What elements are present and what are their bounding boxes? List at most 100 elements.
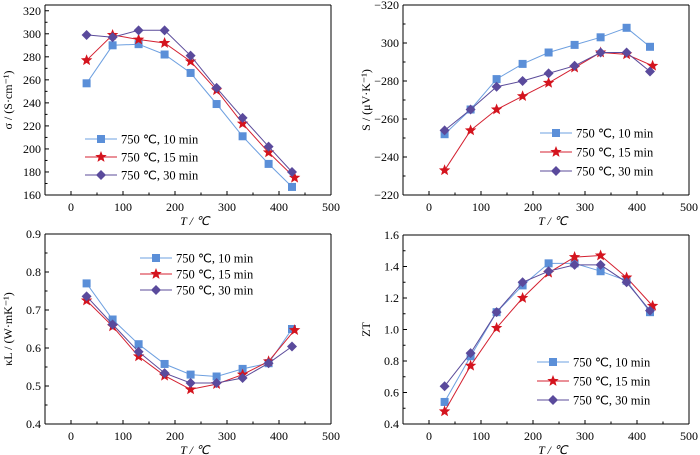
x-tick-label: 200 xyxy=(524,429,542,443)
y-tick-label: 0.8 xyxy=(26,265,41,279)
data-point xyxy=(595,47,606,58)
data-point xyxy=(491,81,502,92)
data-point xyxy=(621,277,632,288)
legend-label: 750 ℃, 10 min xyxy=(176,252,254,266)
legend-entry: 750 ℃, 15 min xyxy=(140,268,254,282)
data-point xyxy=(645,305,655,316)
x-tick-label: 500 xyxy=(680,200,698,214)
data-point xyxy=(107,319,118,330)
y-tick-label: 200 xyxy=(23,142,41,156)
series-2 xyxy=(80,28,301,183)
data-point xyxy=(490,103,503,115)
legend-marker xyxy=(551,166,561,176)
data-point xyxy=(542,76,555,88)
x-tick-label: 0 xyxy=(68,429,74,443)
data-point xyxy=(108,41,117,50)
x-tick-label: 0 xyxy=(426,200,432,214)
data-point xyxy=(517,76,528,86)
data-point xyxy=(596,267,605,276)
data-point xyxy=(237,112,248,123)
data-point xyxy=(160,359,169,368)
data-point xyxy=(440,397,449,406)
data-point xyxy=(236,117,249,129)
data-point xyxy=(264,159,273,168)
y-tick-label: 260 xyxy=(23,73,41,87)
x-tick-label: 0 xyxy=(426,429,432,443)
x-tick-label: 200 xyxy=(166,200,184,214)
x-tick-label: 200 xyxy=(166,429,184,443)
y-tick-label: 320 xyxy=(23,4,41,18)
data-point xyxy=(491,307,502,318)
series-3 xyxy=(81,25,297,177)
data-point xyxy=(288,182,296,191)
legend-label: 750 ℃, 30 min xyxy=(576,165,654,179)
y-tick-label: 280 xyxy=(23,50,41,64)
y-tick-label: 0.4 xyxy=(26,417,41,431)
legend-entry: 750 ℃, 10 min xyxy=(85,133,199,147)
data-point xyxy=(621,47,632,58)
x-tick-label: 300 xyxy=(218,200,236,214)
x-tick-label: 0 xyxy=(68,200,74,214)
data-point xyxy=(212,100,221,109)
data-point xyxy=(263,141,274,152)
x-tick-label: 400 xyxy=(270,429,288,443)
data-point xyxy=(543,68,554,79)
legend-marker xyxy=(97,135,105,143)
x-tick-label: 100 xyxy=(114,429,132,443)
legend-entry: 750 ℃, 30 min xyxy=(537,394,651,408)
y-tick-label: −260 xyxy=(374,112,399,126)
x-axis-label: T / ℃ xyxy=(538,214,569,228)
data-point xyxy=(544,48,553,57)
x-tick-label: 500 xyxy=(322,200,340,214)
x-tick-label: 400 xyxy=(628,429,646,443)
data-point xyxy=(185,50,196,61)
data-point xyxy=(594,249,607,261)
data-point xyxy=(186,68,195,77)
y-axis-label: ZT xyxy=(359,322,373,337)
legend-marker xyxy=(96,170,106,180)
data-point xyxy=(492,75,501,84)
data-point xyxy=(595,259,606,270)
x-tick-label: 300 xyxy=(218,429,236,443)
data-point xyxy=(465,104,476,115)
data-point xyxy=(646,42,654,51)
x-tick-label: 100 xyxy=(472,429,490,443)
y-tick-label: 0.9 xyxy=(26,227,41,241)
data-point xyxy=(439,381,450,392)
legend-marker xyxy=(552,129,560,137)
series-line xyxy=(86,43,293,188)
data-point xyxy=(211,82,222,93)
legend-label: 750 ℃, 15 min xyxy=(121,151,199,165)
x-axis-label: T / ℃ xyxy=(180,443,211,455)
y-tick-label: 300 xyxy=(23,27,41,41)
x-axis-label: T / ℃ xyxy=(180,214,211,228)
data-point xyxy=(620,271,633,283)
data-point xyxy=(82,279,91,288)
data-point xyxy=(645,66,655,77)
y-tick-label: 0.4 xyxy=(384,417,399,431)
series-3 xyxy=(439,47,655,136)
legend-label: 750 ℃, 15 min xyxy=(576,146,654,160)
y-tick-label: 0.7 xyxy=(26,303,41,317)
x-tick-label: 200 xyxy=(524,200,542,214)
data-point xyxy=(288,171,301,183)
legend-label: 750 ℃, 30 min xyxy=(121,169,199,183)
legend-label: 750 ℃, 30 min xyxy=(176,284,254,298)
data-point xyxy=(465,348,476,359)
y-tick-label: 1.0 xyxy=(384,323,399,337)
legend-label: 750 ℃, 15 min xyxy=(573,375,651,389)
panel-sigma: 0 100 200 300 400 500 160 180 200 220 240 260 280 300… xyxy=(1,4,340,228)
x-tick-label: 400 xyxy=(270,200,288,214)
data-point xyxy=(160,50,169,59)
x-tick-label: 500 xyxy=(322,429,340,443)
data-point xyxy=(238,132,247,141)
x-axis-label: T / ℃ xyxy=(538,443,569,455)
data-point xyxy=(622,23,631,32)
legend-label: 750 ℃, 30 min xyxy=(573,394,651,408)
data-point xyxy=(569,259,580,270)
data-point xyxy=(517,277,528,288)
data-point xyxy=(159,368,170,379)
data-point xyxy=(544,259,553,268)
data-point xyxy=(516,90,529,102)
